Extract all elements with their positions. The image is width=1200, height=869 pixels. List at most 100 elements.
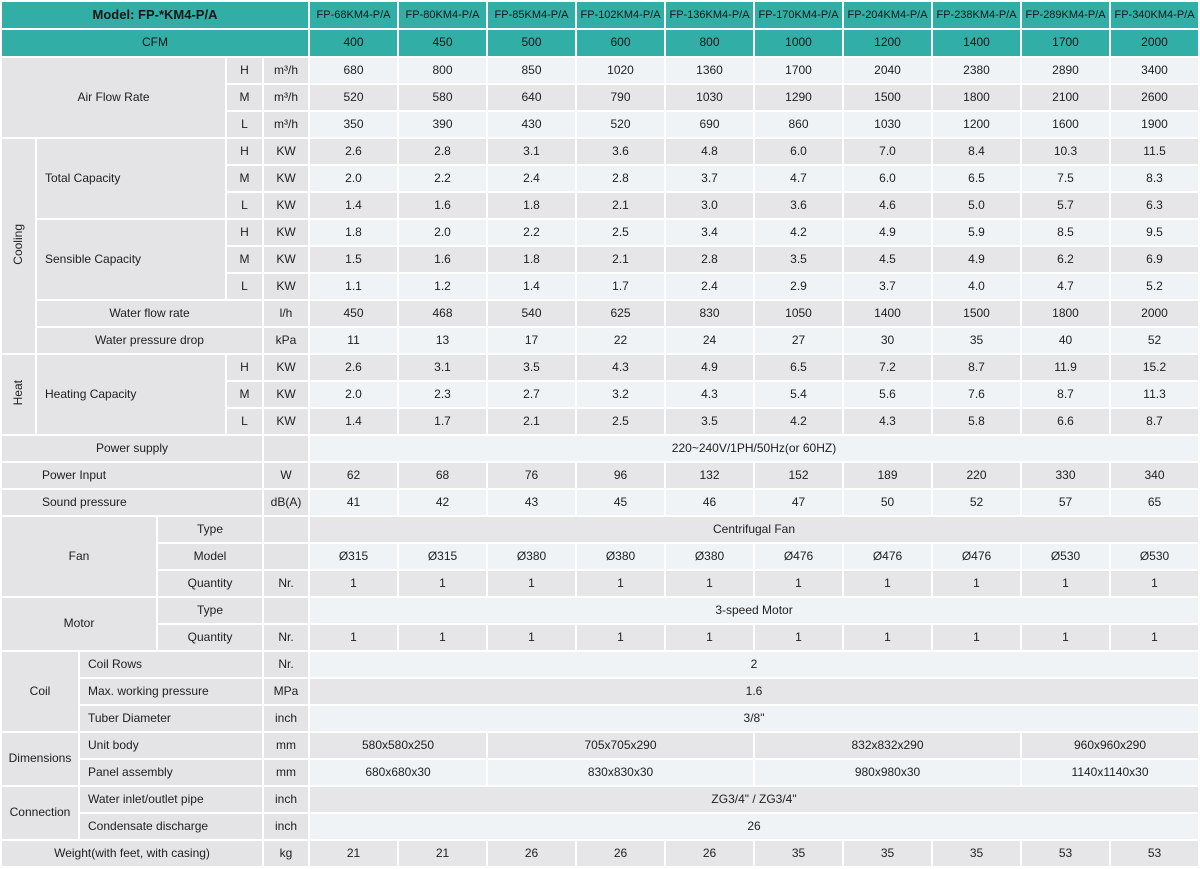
value-cell: 2000 [1111, 301, 1199, 326]
cfm-value-cell: 1000 [755, 30, 843, 56]
value-cell: 5.8 [933, 409, 1021, 434]
value-cell: 2.6 [310, 139, 398, 164]
value-cell: 3-speed Motor [310, 598, 1199, 623]
cfm-value-cell: 1400 [933, 30, 1021, 56]
value-cell: 2380 [933, 58, 1021, 83]
row-label-cell: Water pressure drop [37, 328, 262, 353]
speed-level-cell: L [227, 193, 262, 218]
value-cell: Ø315 [310, 544, 398, 569]
value-cell: 35 [933, 841, 1021, 866]
value-cell: 3.6 [577, 139, 665, 164]
value-cell: 1020 [577, 58, 665, 83]
value-cell: 7.6 [933, 382, 1021, 407]
value-cell: 2.6 [310, 355, 398, 380]
table-row-cooling-total-capacity-l: L KW 1.4 1.6 1.8 2.1 3.0 3.6 4.6 5.0 5.7 6.3 [2, 193, 1199, 218]
row-label-cell: Max. working pressure [80, 679, 262, 704]
unit-cell: mm [264, 760, 309, 785]
value-cell: 2.3 [399, 382, 487, 407]
value-cell: 5.9 [933, 220, 1021, 245]
row-label-cell: Connection [2, 787, 78, 839]
unit-cell: KW [264, 166, 309, 191]
value-cell: 1 [755, 571, 843, 596]
table-row-weight: Weight(with feet, with casing) kg 21 21 26 26… [2, 841, 1199, 866]
value-cell: 860 [755, 112, 843, 137]
unit-cell: m³/h [264, 85, 309, 110]
value-cell: 1050 [755, 301, 843, 326]
model-header-cell: FP-85KM4-P/A [488, 2, 576, 28]
value-cell: 27 [755, 328, 843, 353]
row-label-cell: Sensible Capacity [37, 220, 225, 299]
value-cell: 350 [310, 112, 398, 137]
cfm-value-cell: 500 [488, 30, 576, 56]
unit-cell [264, 544, 309, 569]
value-cell: 4.3 [844, 409, 932, 434]
value-cell: 57 [1022, 490, 1110, 515]
value-cell: Ø380 [577, 544, 665, 569]
value-cell: 6.2 [1022, 247, 1110, 272]
value-cell: 65 [1111, 490, 1199, 515]
table-row-power-input: Power Input W 62 68 76 96 132 152 189 220 330 340 [2, 463, 1199, 488]
value-cell: 1700 [755, 58, 843, 83]
unit-cell: Nr. [264, 625, 309, 650]
unit-cell: KW [264, 274, 309, 299]
unit-cell: inch [264, 787, 309, 812]
value-cell: 1.4 [310, 193, 398, 218]
value-cell: 580x580x250 [310, 733, 487, 758]
value-cell: 189 [844, 463, 932, 488]
row-label-cell: Panel assembly [80, 760, 262, 785]
unit-cell: Nr. [264, 571, 309, 596]
value-cell: 1 [310, 625, 398, 650]
value-cell: 40 [1022, 328, 1110, 353]
value-cell: 11.5 [1111, 139, 1199, 164]
table-row-motor-quantity: Quantity Nr. 1 1 1 1 1 1 1 1 1 1 [2, 625, 1199, 650]
value-cell: 2.8 [577, 166, 665, 191]
value-cell: 2.0 [310, 166, 398, 191]
row-label-cell: Model [158, 544, 262, 569]
value-cell: 1 [755, 625, 843, 650]
value-cell: 68 [399, 463, 487, 488]
value-cell: 10.3 [1022, 139, 1110, 164]
row-label-cell: Condensate discharge [80, 814, 262, 839]
value-cell: 2.0 [399, 220, 487, 245]
table-row-cfm: CFM 400 450 500 600 800 1000 1200 1400 1700 2000 [2, 30, 1199, 56]
speed-level-cell: M [227, 382, 262, 407]
value-cell: 2.2 [488, 220, 576, 245]
value-cell: 4.8 [666, 139, 754, 164]
value-cell: 1 [577, 625, 665, 650]
value-cell: 4.2 [755, 409, 843, 434]
value-cell: 1 [933, 571, 1021, 596]
value-cell: 3.5 [755, 247, 843, 272]
table-row-cooling-sensible-capacity-l: L KW 1.1 1.2 1.4 1.7 2.4 2.9 3.7 4.0 4.7 5.2 [2, 274, 1199, 299]
value-cell: 1 [488, 571, 576, 596]
value-cell: 62 [310, 463, 398, 488]
row-label-cell: Weight(with feet, with casing) [2, 841, 262, 866]
unit-cell: KW [264, 139, 309, 164]
table-row-heating-capacity-h: Heat Heating Capacity H KW 2.6 3.1 3.5 4.3 4.9 6.… [2, 355, 1199, 434]
section-label-text: Heat [10, 380, 25, 406]
section-label-vertical: Heat [2, 355, 35, 434]
value-cell: 4.3 [577, 355, 665, 380]
value-cell: 6.3 [1111, 193, 1199, 218]
value-cell: 640 [488, 85, 576, 110]
value-cell: 580 [399, 85, 487, 110]
unit-cell: KW [264, 355, 309, 380]
row-label-cell: Water inlet/outlet pipe [80, 787, 262, 812]
row-label-cell: Type [158, 517, 262, 542]
value-cell: 53 [1022, 841, 1110, 866]
value-cell: 4.2 [755, 220, 843, 245]
value-cell: 3400 [1111, 58, 1199, 83]
value-cell: 1 [1022, 625, 1110, 650]
cfm-value-cell: 2000 [1111, 30, 1199, 56]
value-cell: Ø476 [844, 544, 932, 569]
value-cell: 625 [577, 301, 665, 326]
value-cell: 42 [399, 490, 487, 515]
value-cell: 7.5 [1022, 166, 1110, 191]
unit-cell: KW [264, 382, 309, 407]
value-cell: 1.8 [310, 220, 398, 245]
value-cell: 980x980x30 [755, 760, 1021, 785]
value-cell: 220 [933, 463, 1021, 488]
value-cell: 1.7 [399, 409, 487, 434]
